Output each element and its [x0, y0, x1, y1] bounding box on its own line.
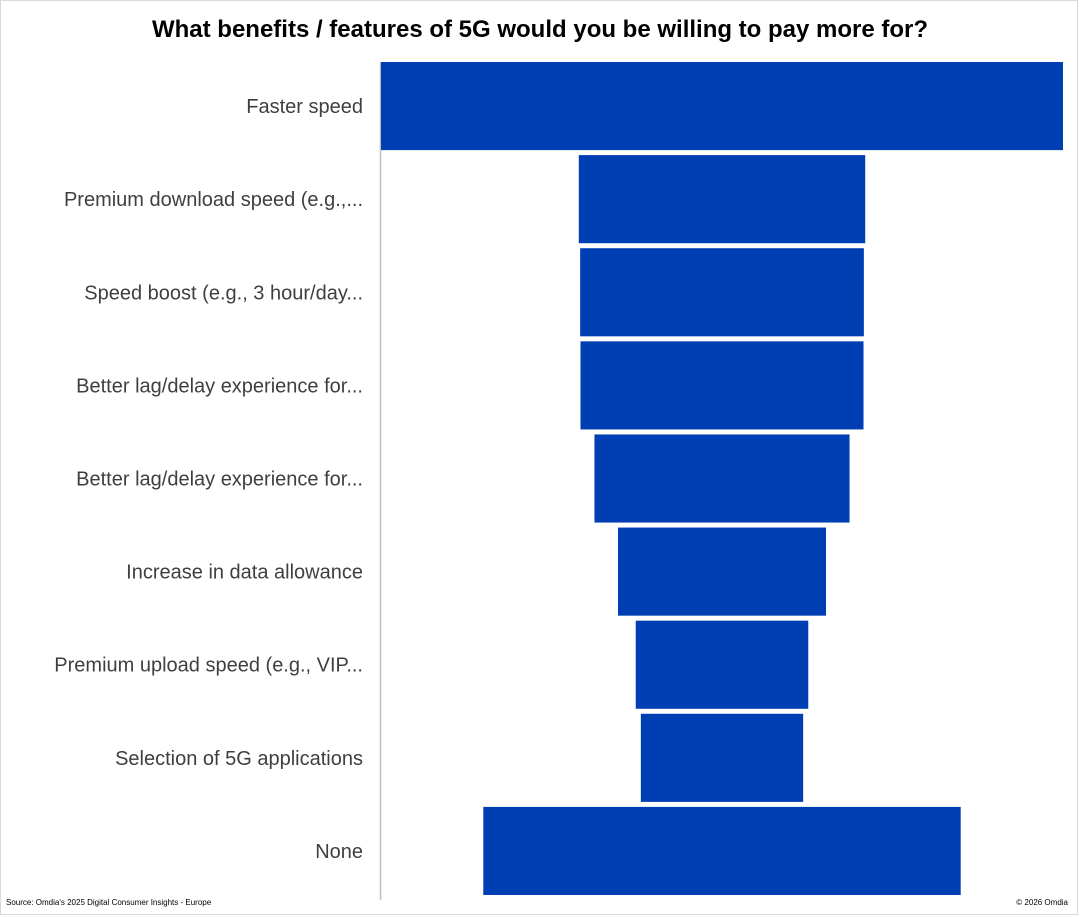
funnel-bar [594, 434, 850, 523]
category-label: Premium upload speed (e.g., VIP... [54, 655, 363, 677]
category-label: Increase in data allowance [126, 562, 363, 584]
category-label: Better lag/delay experience for... [76, 469, 363, 491]
category-label: Selection of 5G applications [115, 748, 363, 770]
category-label: None [315, 841, 363, 863]
funnel-bar [483, 806, 961, 895]
category-label: Faster speed [246, 96, 363, 118]
funnel-bar [578, 155, 866, 244]
funnel-bar [580, 248, 864, 337]
category-label: Better lag/delay experience for... [76, 375, 363, 397]
copyright-note: © 2026 Omdia [1016, 898, 1068, 907]
category-label: Premium download speed (e.g.,... [64, 189, 363, 211]
chart-title: What benefits / features of 5G would you… [151, 16, 929, 43]
funnel-bar [580, 341, 864, 430]
funnel-bar [381, 62, 1063, 151]
funnel-bar [617, 527, 827, 616]
source-note: Source: Omdia's 2025 Digital Consumer In… [6, 898, 212, 907]
funnel-bar [640, 713, 804, 802]
funnel-bar [635, 620, 809, 709]
category-label: Speed boost (e.g., 3 hour/day... [84, 282, 363, 304]
